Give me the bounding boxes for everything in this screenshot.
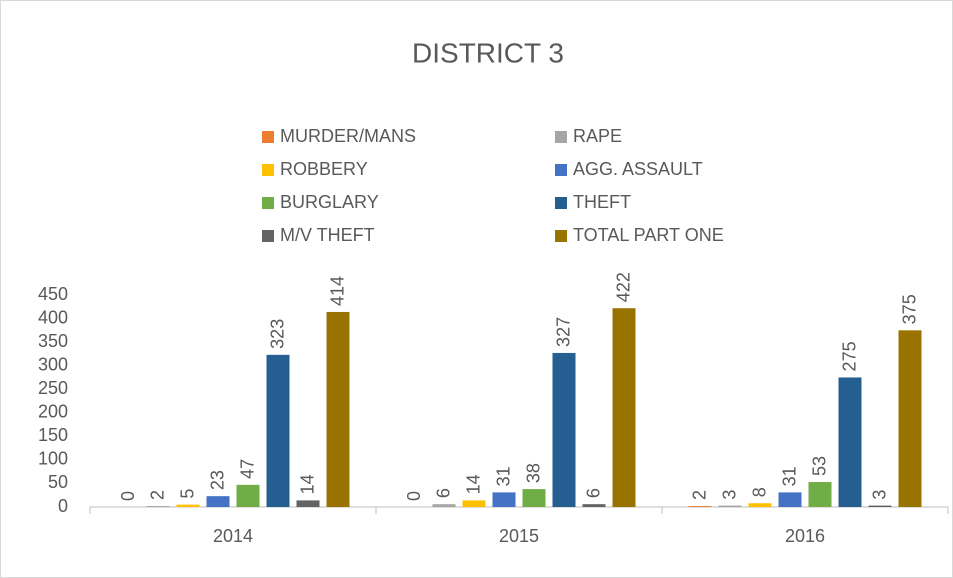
data-label: 0 xyxy=(404,491,424,501)
bar xyxy=(492,492,516,507)
y-tick-label: 450 xyxy=(38,284,68,304)
y-tick-label: 50 xyxy=(48,472,68,492)
bar xyxy=(718,505,742,507)
legend-label: BURGLARY xyxy=(280,192,379,212)
bar xyxy=(266,354,290,507)
bar xyxy=(432,504,456,507)
data-label: 3 xyxy=(720,490,740,500)
data-label: 53 xyxy=(810,456,830,476)
data-label: 3 xyxy=(870,490,890,500)
bar xyxy=(296,500,320,507)
y-tick-label: 0 xyxy=(58,496,68,516)
legend-swatch xyxy=(262,164,274,176)
data-label: 14 xyxy=(298,474,318,494)
legend-label: TOTAL PART ONE xyxy=(573,225,724,245)
legend-swatch xyxy=(555,230,567,242)
data-label: 414 xyxy=(328,276,348,306)
legend-label: M/V THEFT xyxy=(280,225,375,245)
bar xyxy=(552,352,576,507)
y-tick-label: 350 xyxy=(38,331,68,351)
legend-label: RAPE xyxy=(573,126,622,146)
data-label: 23 xyxy=(208,470,228,490)
data-label: 323 xyxy=(268,319,288,349)
data-label: 375 xyxy=(900,294,920,324)
data-label: 47 xyxy=(238,459,258,479)
bar xyxy=(462,500,486,507)
x-tick-label: 2016 xyxy=(785,526,825,546)
data-label: 6 xyxy=(584,488,604,498)
y-tick-label: 100 xyxy=(38,449,68,469)
bar xyxy=(748,503,772,507)
data-label: 2 xyxy=(690,490,710,500)
legend-swatch xyxy=(555,197,567,209)
data-label: 6 xyxy=(434,488,454,498)
bar xyxy=(206,496,230,507)
data-label: 38 xyxy=(524,463,544,483)
bar xyxy=(236,484,260,507)
data-label: 5 xyxy=(178,489,198,499)
bar xyxy=(898,330,922,507)
bar xyxy=(612,308,636,507)
bar xyxy=(146,506,170,507)
bar xyxy=(838,377,862,507)
data-label: 422 xyxy=(614,272,634,302)
bar xyxy=(176,504,200,507)
data-label: 2 xyxy=(148,490,168,500)
legend-label: ROBBERY xyxy=(280,159,368,179)
bar xyxy=(688,506,712,507)
chart-title: DISTRICT 3 xyxy=(412,37,564,68)
y-tick-label: 400 xyxy=(38,307,68,327)
legend-swatch xyxy=(262,197,274,209)
x-tick-label: 2015 xyxy=(499,526,539,546)
legend-swatch xyxy=(262,230,274,242)
legend-label: AGG. ASSAULT xyxy=(573,159,703,179)
legend-label: THEFT xyxy=(573,192,631,212)
bar xyxy=(868,505,892,507)
y-tick-label: 200 xyxy=(38,402,68,422)
data-label: 0 xyxy=(118,491,138,501)
legend-swatch xyxy=(262,131,274,143)
data-label: 14 xyxy=(464,474,484,494)
y-tick-label: 300 xyxy=(38,354,68,374)
bar xyxy=(326,311,350,507)
bar xyxy=(522,489,546,507)
data-label: 31 xyxy=(780,466,800,486)
y-tick-label: 150 xyxy=(38,425,68,445)
legend-swatch xyxy=(555,164,567,176)
bar xyxy=(778,492,802,507)
x-tick-label: 2014 xyxy=(213,526,253,546)
y-tick-label: 250 xyxy=(38,378,68,398)
data-label: 31 xyxy=(494,466,514,486)
bar xyxy=(808,482,832,507)
data-label: 327 xyxy=(554,317,574,347)
bar xyxy=(582,504,606,507)
data-label: 8 xyxy=(750,487,770,497)
legend-label: MURDER/MANS xyxy=(280,126,416,146)
data-label: 275 xyxy=(840,341,860,371)
legend-swatch xyxy=(555,131,567,143)
